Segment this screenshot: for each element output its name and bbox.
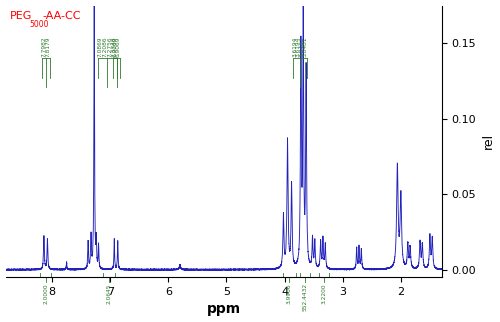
Text: 3.8481: 3.8481 xyxy=(302,36,308,57)
Text: 7.2756: 7.2756 xyxy=(107,36,112,57)
Text: 2.0645: 2.0645 xyxy=(106,283,112,304)
Text: 3.6194: 3.6194 xyxy=(296,36,300,57)
Text: 2.0000: 2.0000 xyxy=(43,283,48,304)
Text: 6.9069: 6.9069 xyxy=(116,36,121,57)
Text: 6.9069: 6.9069 xyxy=(112,36,117,57)
Text: 7.2086: 7.2086 xyxy=(102,36,108,57)
X-axis label: ppm: ppm xyxy=(206,302,240,317)
Text: 7.0869: 7.0869 xyxy=(98,36,103,57)
Text: 3.2200: 3.2200 xyxy=(322,283,326,304)
Y-axis label: rel: rel xyxy=(482,133,494,149)
Text: 3.6194: 3.6194 xyxy=(292,36,298,57)
Text: PEG: PEG xyxy=(10,11,32,21)
Text: 7.8179: 7.8179 xyxy=(45,36,50,57)
Text: 7.7982: 7.7982 xyxy=(41,36,46,57)
Text: 3.9906: 3.9906 xyxy=(286,283,292,304)
Text: -AA-CC: -AA-CC xyxy=(42,11,81,21)
Text: 3.8433: 3.8433 xyxy=(299,36,304,57)
Text: 5000: 5000 xyxy=(29,21,48,30)
Text: 552.4432: 552.4432 xyxy=(302,283,308,311)
Text: 7.3748: 7.3748 xyxy=(112,36,117,57)
